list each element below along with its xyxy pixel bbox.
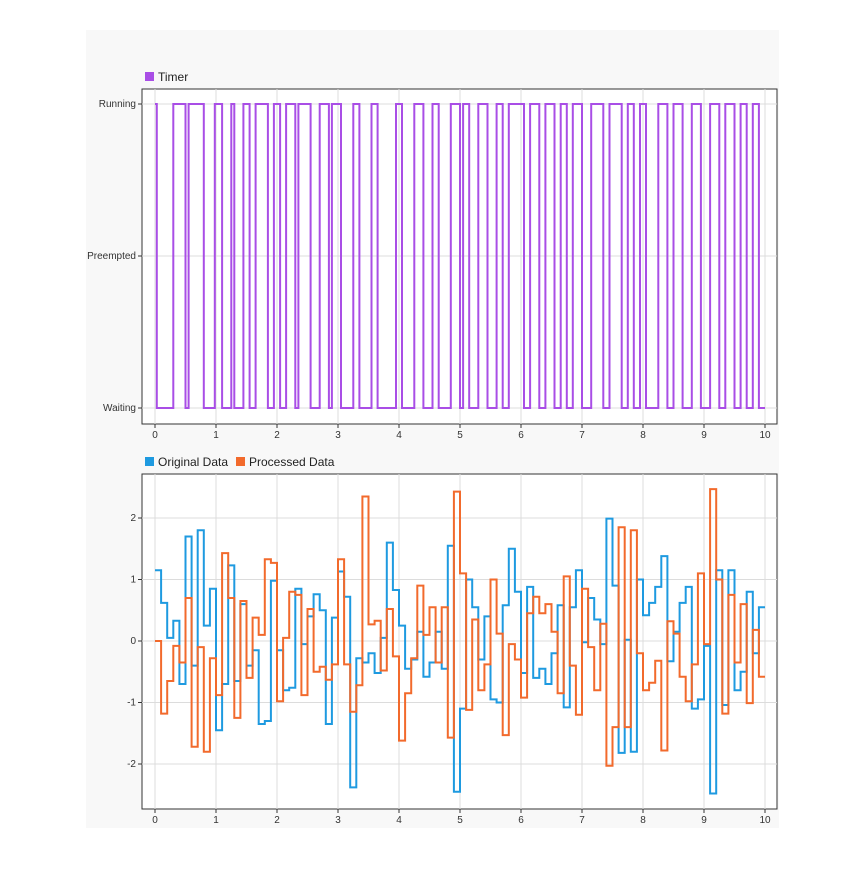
timer-y-axis: Waiting Preempted Running (87, 99, 142, 414)
timer-x-tick-label: 8 (640, 430, 646, 441)
data-x-tick-label: 4 (396, 815, 402, 826)
processed-legend-swatch (236, 457, 245, 466)
timer-x-tick-label: 1 (213, 430, 219, 441)
timer-x-tick-label: 0 (152, 430, 158, 441)
timer-x-tick-label: 2 (274, 430, 280, 441)
timer-series-line (155, 103, 765, 409)
timer-y-tick-label: Waiting (103, 403, 136, 414)
timer-y-tick-label: Preempted (87, 251, 136, 262)
data-y-tick-label: -1 (127, 698, 136, 709)
timer-x-tick-label: 9 (701, 430, 707, 441)
data-x-tick-label: 7 (579, 815, 585, 826)
timer-y-tick-label: Running (99, 99, 136, 110)
timer-legend-swatch (145, 72, 154, 81)
timer-x-tick-label: 6 (518, 430, 524, 441)
timer-x-tick-label: 4 (396, 430, 402, 441)
data-y-axis: 2 1 0 -1 -2 (127, 513, 142, 770)
data-x-axis: 0 1 2 3 4 5 6 7 8 9 10 (152, 809, 771, 826)
data-x-tick-label: 3 (335, 815, 341, 826)
data-x-tick-label: 9 (701, 815, 707, 826)
timer-x-tick-label: 7 (579, 430, 585, 441)
timer-x-tick-label: 3 (335, 430, 341, 441)
processed-legend-label: Processed Data (249, 455, 335, 469)
data-y-tick-label: -2 (127, 759, 136, 770)
data-y-tick-label: 1 (130, 575, 136, 586)
original-data-series-line (155, 517, 765, 795)
data-x-tick-label: 0 (152, 815, 158, 826)
data-x-tick-label: 2 (274, 815, 280, 826)
data-x-tick-label: 1 (213, 815, 219, 826)
data-x-tick-label: 8 (640, 815, 646, 826)
original-legend-swatch (145, 457, 154, 466)
original-legend-label: Original Data (158, 455, 228, 469)
data-x-tick-label: 5 (457, 815, 463, 826)
timer-x-axis: 0 1 2 3 4 5 6 7 8 9 10 (152, 424, 771, 441)
data-x-tick-label: 10 (759, 815, 771, 826)
timer-chart: Timer Waiting Preempted Running 0 1 2 3 4 5 6 7 8 9… (87, 70, 778, 441)
timer-x-tick-label: 5 (457, 430, 463, 441)
timer-legend-label: Timer (158, 70, 188, 84)
data-y-tick-label: 0 (130, 636, 136, 647)
data-y-tick-label: 2 (130, 513, 136, 524)
data-x-tick-label: 6 (518, 815, 524, 826)
processed-data-series-line (155, 488, 765, 767)
timer-x-tick-label: 10 (759, 430, 771, 441)
